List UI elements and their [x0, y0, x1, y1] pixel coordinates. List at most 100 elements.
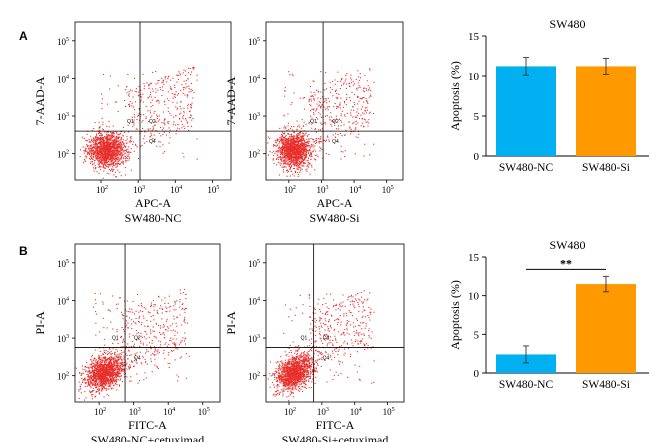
event-dot	[308, 100, 310, 102]
event-dot	[111, 142, 113, 144]
event-dot	[163, 332, 165, 334]
event-dot	[119, 163, 121, 166]
event-dot	[104, 145, 106, 147]
event-dot	[122, 139, 124, 141]
event-dot	[168, 327, 170, 329]
event-dot	[319, 150, 321, 152]
event-dot	[111, 131, 113, 134]
event-dot	[107, 131, 109, 133]
event-dot	[282, 153, 284, 155]
event-dot	[285, 145, 287, 147]
event-dot	[145, 117, 147, 120]
event-dot	[299, 155, 302, 157]
event-dot	[108, 158, 110, 160]
event-dot	[87, 366, 89, 368]
event-dot	[297, 168, 299, 171]
event-dot	[178, 343, 180, 345]
event-dot	[320, 129, 322, 131]
event-dot	[283, 140, 285, 142]
event-dot	[299, 139, 301, 141]
event-dot	[306, 135, 308, 137]
event-dot	[100, 152, 102, 154]
event-dot	[292, 149, 294, 151]
event-dot	[108, 370, 110, 372]
event-dot	[309, 155, 311, 157]
event-dot	[312, 146, 314, 148]
event-dot	[297, 175, 299, 177]
event-dot	[269, 138, 271, 140]
event-dot	[291, 154, 293, 156]
event-dot	[122, 160, 124, 162]
event-dot	[172, 101, 174, 103]
event-dot	[287, 122, 289, 124]
event-dot	[296, 120, 298, 122]
event-dot	[100, 361, 103, 363]
event-dot	[287, 150, 289, 152]
event-dot	[95, 143, 97, 145]
event-dot	[99, 137, 101, 139]
event-dot	[112, 363, 114, 365]
event-dot	[173, 315, 175, 317]
event-dot	[277, 161, 279, 163]
event-dot	[106, 147, 108, 149]
event-dot	[141, 144, 143, 147]
event-dot	[325, 152, 327, 155]
event-dot	[295, 152, 297, 154]
event-dot	[291, 160, 293, 162]
event-dot	[176, 74, 178, 76]
event-dot	[109, 377, 111, 379]
event-dot	[307, 162, 309, 164]
event-dot	[111, 170, 114, 172]
event-dot	[299, 144, 301, 146]
event-dot	[107, 150, 110, 152]
event-dot	[313, 141, 315, 143]
event-dot	[122, 146, 124, 148]
event-dot	[189, 104, 192, 106]
event-dot	[298, 157, 300, 159]
event-dot	[105, 164, 107, 167]
event-dot	[117, 157, 120, 159]
event-dot	[298, 163, 300, 165]
event-dot	[112, 162, 114, 164]
event-dot	[317, 105, 319, 107]
event-dot	[93, 152, 95, 154]
event-dot	[310, 110, 312, 112]
event-dot	[104, 167, 106, 169]
event-dot	[314, 94, 316, 96]
event-dot	[303, 159, 305, 161]
event-dot	[92, 306, 94, 308]
event-dot	[277, 147, 279, 149]
event-dot	[92, 156, 94, 158]
event-dot	[286, 140, 288, 142]
event-dot	[301, 151, 303, 153]
event-dot	[93, 377, 96, 379]
event-dot	[312, 109, 314, 111]
event-dot	[105, 158, 107, 160]
event-dot	[99, 161, 101, 163]
event-dot	[143, 379, 145, 381]
event-dot	[286, 159, 289, 161]
event-dot	[146, 141, 148, 143]
event-dot	[109, 352, 111, 354]
event-dot	[92, 149, 94, 152]
event-dot	[184, 322, 186, 324]
event-dot	[113, 356, 115, 358]
event-dot	[108, 137, 110, 139]
event-dot	[314, 145, 316, 147]
event-dot	[106, 381, 108, 383]
event-dot	[105, 377, 107, 379]
event-dot	[295, 158, 297, 160]
event-dot	[130, 136, 132, 138]
event-dot	[119, 154, 121, 156]
event-dot	[321, 96, 323, 98]
event-dot	[364, 110, 366, 112]
event-dot	[186, 94, 188, 96]
event-dot	[346, 93, 348, 95]
event-dot	[360, 97, 362, 99]
event-dot	[97, 155, 99, 157]
event-dot	[183, 107, 185, 109]
event-dot	[292, 137, 294, 139]
event-dot	[334, 90, 337, 92]
event-dot	[357, 82, 359, 84]
event-dot	[116, 363, 118, 365]
